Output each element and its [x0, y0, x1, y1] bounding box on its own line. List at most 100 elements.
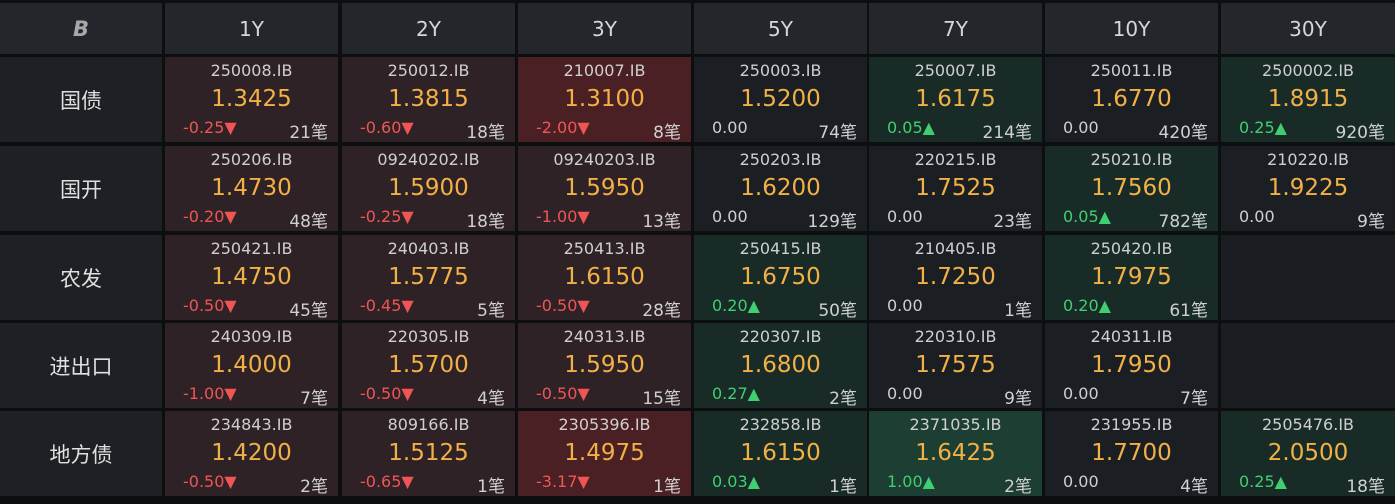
trade-count: 18笔	[466, 123, 505, 143]
bond-quote-cell[interactable]: 250012.IB 1.3815 -0.60▼ 18笔	[342, 57, 515, 143]
yield-change: 0.25▲	[1239, 118, 1287, 137]
trade-count: 1笔	[477, 477, 505, 497]
bond-quote-cell[interactable]: 234843.IB 1.4200 -0.50▼ 2笔	[165, 411, 338, 497]
bond-quote-cell[interactable]: 250003.IB 1.5200 0.00 74笔	[694, 57, 867, 143]
trade-count: 2笔	[300, 477, 328, 497]
bond-code: 2500002.IB	[1261, 61, 1355, 80]
column-header-3y[interactable]: 3Y	[518, 3, 691, 54]
bond-quote-cell[interactable]: 220305.IB 1.5700 -0.50▼ 4笔	[342, 323, 515, 409]
bond-quote-cell[interactable]: 240309.IB 1.4000 -1.00▼ 7笔	[165, 323, 338, 409]
bond-quote-cell[interactable]: 250007.IB 1.6175 0.05▲ 214笔	[869, 57, 1042, 143]
bond-quote-cell[interactable]: 210405.IB 1.7250 0.00 1笔	[869, 235, 1042, 321]
trade-count: 15笔	[642, 389, 681, 409]
bond-code: 2371035.IB	[909, 415, 1002, 434]
bond-yield: 1.6200	[740, 175, 821, 201]
bond-yield: 1.4200	[211, 440, 292, 466]
column-header-5y[interactable]: 5Y	[694, 3, 867, 54]
trade-count: 61笔	[1169, 301, 1208, 321]
bond-yield: 1.5775	[388, 264, 469, 290]
bond-quote-cell[interactable]: 09240202.IB 1.5900 -0.25▼ 18笔	[342, 146, 515, 232]
bond-code: 220215.IB	[914, 150, 997, 169]
bond-yield: 1.8915	[1267, 86, 1349, 112]
bond-quote-cell[interactable]: 2505476.IB 2.0500 0.25▲ 18笔	[1221, 411, 1395, 497]
bond-yield: 1.4000	[211, 352, 292, 378]
bond-quote-cell[interactable]: 2305396.IB 1.4975 -3.17▼ 1笔	[518, 411, 691, 497]
yield-change: 0.00	[1063, 118, 1099, 137]
bond-quote-cell[interactable]: 220215.IB 1.7525 0.00 23笔	[869, 146, 1042, 232]
bond-yield: 1.4730	[211, 175, 292, 201]
bond-yield: 1.4975	[564, 440, 645, 466]
yield-change: 0.00	[1239, 207, 1275, 226]
column-header-7y[interactable]: 7Y	[869, 3, 1042, 54]
trade-count: 782笔	[1158, 212, 1208, 232]
bond-quote-cell[interactable]: 250415.IB 1.6750 0.20▲ 50笔	[694, 235, 867, 321]
yield-change: -0.60▼	[360, 118, 414, 137]
yield-change: 0.20▲	[1063, 296, 1111, 315]
bond-code: 240309.IB	[210, 327, 293, 346]
bond-quote-cell[interactable]: 09240203.IB 1.5950 -1.00▼ 13笔	[518, 146, 691, 232]
bond-yield: 1.5125	[388, 440, 469, 466]
yield-change: 0.00	[1063, 384, 1099, 403]
trade-count: 2笔	[1004, 477, 1032, 497]
trade-count: 18笔	[466, 212, 505, 232]
bond-quote-cell[interactable]: 250210.IB 1.7560 0.05▲ 782笔	[1045, 146, 1218, 232]
bond-code: 220310.IB	[914, 327, 997, 346]
trade-count: 4笔	[1180, 477, 1208, 497]
bond-quote-cell[interactable]: 240403.IB 1.5775 -0.45▼ 5笔	[342, 235, 515, 321]
trade-count: 2笔	[829, 389, 857, 409]
column-header-10y[interactable]: 10Y	[1045, 3, 1218, 54]
bond-quote-cell[interactable]: 250413.IB 1.6150 -0.50▼ 28笔	[518, 235, 691, 321]
trade-count: 9笔	[1357, 212, 1385, 232]
bond-code: 240313.IB	[563, 327, 646, 346]
bond-quote-cell[interactable]: 220310.IB 1.7575 0.00 9笔	[869, 323, 1042, 409]
trade-count: 23笔	[993, 212, 1032, 232]
column-header-30y[interactable]: 30Y	[1221, 3, 1395, 54]
bond-code: 231955.IB	[1090, 415, 1173, 434]
bond-quote-cell[interactable]: 240311.IB 1.7950 0.00 7笔	[1045, 323, 1218, 409]
bond-quote-cell[interactable]: 250011.IB 1.6770 0.00 420笔	[1045, 57, 1218, 143]
column-header-2y[interactable]: 2Y	[342, 3, 515, 54]
bond-quote-cell[interactable]: 250206.IB 1.4730 -0.20▼ 48笔	[165, 146, 338, 232]
bond-yield: 1.7975	[1091, 264, 1172, 290]
bond-quote-cell[interactable]: 250203.IB 1.6200 0.00 129笔	[694, 146, 867, 232]
column-header-1y[interactable]: 1Y	[165, 3, 338, 54]
yield-change: -1.00▼	[536, 207, 590, 226]
bond-quote-cell[interactable]: 2500002.IB 1.8915 0.25▲ 920笔	[1221, 57, 1395, 143]
yield-change: 0.03▲	[712, 472, 760, 491]
bond-yield: 1.9225	[1267, 175, 1349, 201]
bond-quote-cell[interactable]: 231955.IB 1.7700 0.00 4笔	[1045, 411, 1218, 497]
bond-yield: 1.4750	[211, 264, 292, 290]
bond-yield: 1.7560	[1091, 175, 1172, 201]
bond-quote-cell[interactable]: 210220.IB 1.9225 0.00 9笔	[1221, 146, 1395, 232]
bond-yield: 1.6770	[1091, 86, 1172, 112]
trade-count: 8笔	[653, 123, 681, 143]
bond-yield: 1.6800	[740, 352, 821, 378]
bond-yield: 1.5950	[564, 352, 645, 378]
bond-quote-cell[interactable]: 240313.IB 1.5950 -0.50▼ 15笔	[518, 323, 691, 409]
bond-quote-cell[interactable]: 232858.IB 1.6150 0.03▲ 1笔	[694, 411, 867, 497]
bond-code: 210405.IB	[914, 239, 997, 258]
bond-quote-cell[interactable]: 809166.IB 1.5125 -0.65▼ 1笔	[342, 411, 515, 497]
trade-count: 18笔	[1346, 477, 1385, 497]
trade-count: 4笔	[477, 389, 505, 409]
bond-yield: 1.7250	[915, 264, 996, 290]
bond-quote-cell[interactable]: 250008.IB 1.3425 -0.25▼ 21笔	[165, 57, 338, 143]
bond-code: 220305.IB	[387, 327, 470, 346]
bond-quote-cell[interactable]: 2371035.IB 1.6425 1.00▲ 2笔	[869, 411, 1042, 497]
bond-code: 250206.IB	[210, 150, 293, 169]
bond-code: 250415.IB	[739, 239, 822, 258]
bond-quote-cell[interactable]: 250420.IB 1.7975 0.20▲ 61笔	[1045, 235, 1218, 321]
bond-code: 210220.IB	[1267, 150, 1349, 169]
bond-quote-cell[interactable]: 250421.IB 1.4750 -0.50▼ 45笔	[165, 235, 338, 321]
corner-logo: B	[0, 3, 162, 54]
row-label: 地方债	[0, 411, 162, 496]
bond-code: 809166.IB	[387, 415, 470, 434]
bond-quote-cell[interactable]: 220307.IB 1.6800 0.27▲ 2笔	[694, 323, 867, 409]
row-label: 国开	[0, 146, 162, 231]
row-label: 农发	[0, 235, 162, 320]
bond-quote-cell[interactable]: 210007.IB 1.3100 -2.00▼ 8笔	[518, 57, 691, 143]
bond-yield: 1.3100	[564, 86, 645, 112]
yield-change: -0.25▼	[360, 207, 414, 226]
bond-yield: 1.7575	[915, 352, 996, 378]
